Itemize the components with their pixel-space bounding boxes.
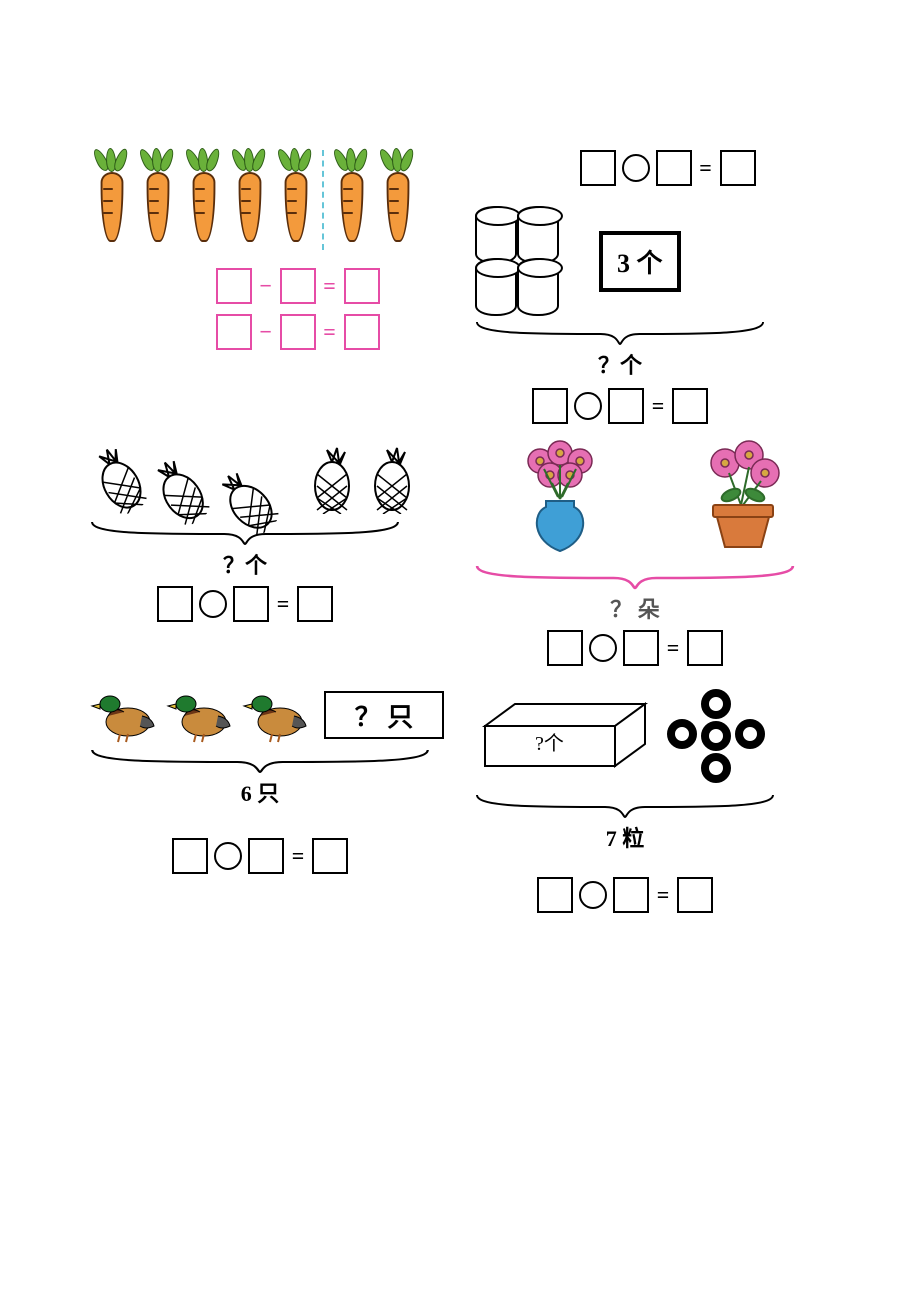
curly-brace xyxy=(475,564,795,590)
equals-sign: = xyxy=(275,591,291,617)
problem-flowers: ？ 朵 = xyxy=(475,444,830,666)
duck-icon xyxy=(90,686,160,744)
answer-box[interactable] xyxy=(608,388,644,424)
box-inside-label: ?个 xyxy=(535,732,564,755)
minus-sign: − xyxy=(258,319,274,345)
total-label: 7 粒 xyxy=(475,821,775,853)
count-label-box: 3 个 xyxy=(599,231,681,292)
box-donut-row: ?个 xyxy=(475,686,830,791)
donut-icon xyxy=(735,719,765,749)
answer-box[interactable] xyxy=(677,877,713,913)
answer-box[interactable] xyxy=(537,877,573,913)
equals-sign: = xyxy=(650,393,666,419)
answer-box[interactable] xyxy=(216,314,252,350)
duck-row: ？ 只 xyxy=(90,686,445,744)
carrot-icon xyxy=(274,150,318,250)
equation-row: = xyxy=(475,630,795,666)
equals-sign: = xyxy=(290,843,306,869)
donut-icon xyxy=(701,721,731,751)
equation-row: = xyxy=(90,838,430,874)
equation-row: = xyxy=(90,586,400,622)
carrot-icon xyxy=(182,150,226,250)
operator-circle[interactable] xyxy=(589,634,617,662)
answer-box[interactable] xyxy=(312,838,348,874)
answer-box[interactable] xyxy=(248,838,284,874)
carrot-icon xyxy=(136,150,180,250)
equals-sign: = xyxy=(655,882,671,908)
question-label: ？ 朵 xyxy=(475,592,795,624)
answer-box[interactable] xyxy=(547,630,583,666)
answer-box[interactable] xyxy=(344,314,380,350)
answer-box[interactable] xyxy=(687,630,723,666)
answer-box[interactable] xyxy=(720,150,756,186)
open-box-icon: ?个 xyxy=(475,686,655,791)
flower-vase-icon xyxy=(504,439,624,564)
equation-row: = xyxy=(475,388,765,424)
answer-box[interactable] xyxy=(344,268,380,304)
curly-brace xyxy=(90,748,430,774)
answer-box[interactable] xyxy=(613,877,649,913)
answer-box[interactable] xyxy=(656,150,692,186)
answer-box[interactable] xyxy=(172,838,208,874)
problem-carrots: − = − = xyxy=(90,150,445,424)
answer-box[interactable] xyxy=(216,268,252,304)
pineapple-row xyxy=(90,444,445,514)
carrot-row xyxy=(90,150,445,250)
carrot-icon xyxy=(228,150,272,250)
answer-box[interactable] xyxy=(672,388,708,424)
cylinder-icon xyxy=(475,206,517,264)
equation-row: − = xyxy=(150,314,445,350)
equation-row: = xyxy=(505,150,830,186)
answer-box[interactable] xyxy=(233,586,269,622)
problem-ducks: ？ 只 6 只 = xyxy=(90,686,445,913)
problem-cylinders: = 3 个 ？个 = xyxy=(475,150,830,424)
answer-box[interactable] xyxy=(280,268,316,304)
cylinder-icon xyxy=(517,258,559,316)
flower-pot-icon xyxy=(681,439,801,564)
divider-line xyxy=(322,150,324,250)
curly-brace xyxy=(90,520,400,546)
pineapple-icon xyxy=(364,444,420,514)
operator-circle[interactable] xyxy=(579,881,607,909)
equation-row: = xyxy=(475,877,775,913)
minus-sign: − xyxy=(258,273,274,299)
unknown-label-box: ？ 只 xyxy=(324,691,444,739)
operator-circle[interactable] xyxy=(574,392,602,420)
duck-icon xyxy=(166,686,236,744)
donut-cluster xyxy=(663,689,773,789)
answer-box[interactable] xyxy=(532,388,568,424)
curly-brace xyxy=(475,793,775,819)
cylinder-group: 3 个 xyxy=(475,206,830,316)
answer-box[interactable] xyxy=(157,586,193,622)
question-label: ？个 xyxy=(90,548,400,580)
total-label: 6 只 xyxy=(90,776,430,808)
question-label: ？个 xyxy=(475,348,765,380)
answer-box[interactable] xyxy=(297,586,333,622)
problem-donuts: ?个 7 粒 xyxy=(475,686,830,913)
answer-box[interactable] xyxy=(280,314,316,350)
answer-box[interactable] xyxy=(623,630,659,666)
operator-circle[interactable] xyxy=(199,590,227,618)
equation-row: − = xyxy=(150,268,445,304)
equals-sign: = xyxy=(698,155,714,181)
answer-box[interactable] xyxy=(580,150,616,186)
operator-circle[interactable] xyxy=(622,154,650,182)
donut-icon xyxy=(701,689,731,719)
carrot-icon xyxy=(330,150,374,250)
duck-icon xyxy=(242,686,312,744)
cylinder-icon xyxy=(517,206,559,264)
equals-sign: = xyxy=(322,319,338,345)
problem-pineapples: ？个 = xyxy=(90,444,445,666)
donut-icon xyxy=(701,753,731,783)
carrot-icon xyxy=(90,150,134,250)
operator-circle[interactable] xyxy=(214,842,242,870)
cylinder-icon xyxy=(475,258,517,316)
curly-brace xyxy=(475,320,765,346)
carrot-icon xyxy=(376,150,420,250)
equals-sign: = xyxy=(665,635,681,661)
pineapple-icon xyxy=(304,444,360,514)
flower-row xyxy=(475,444,830,564)
equals-sign: = xyxy=(322,273,338,299)
donut-icon xyxy=(667,719,697,749)
